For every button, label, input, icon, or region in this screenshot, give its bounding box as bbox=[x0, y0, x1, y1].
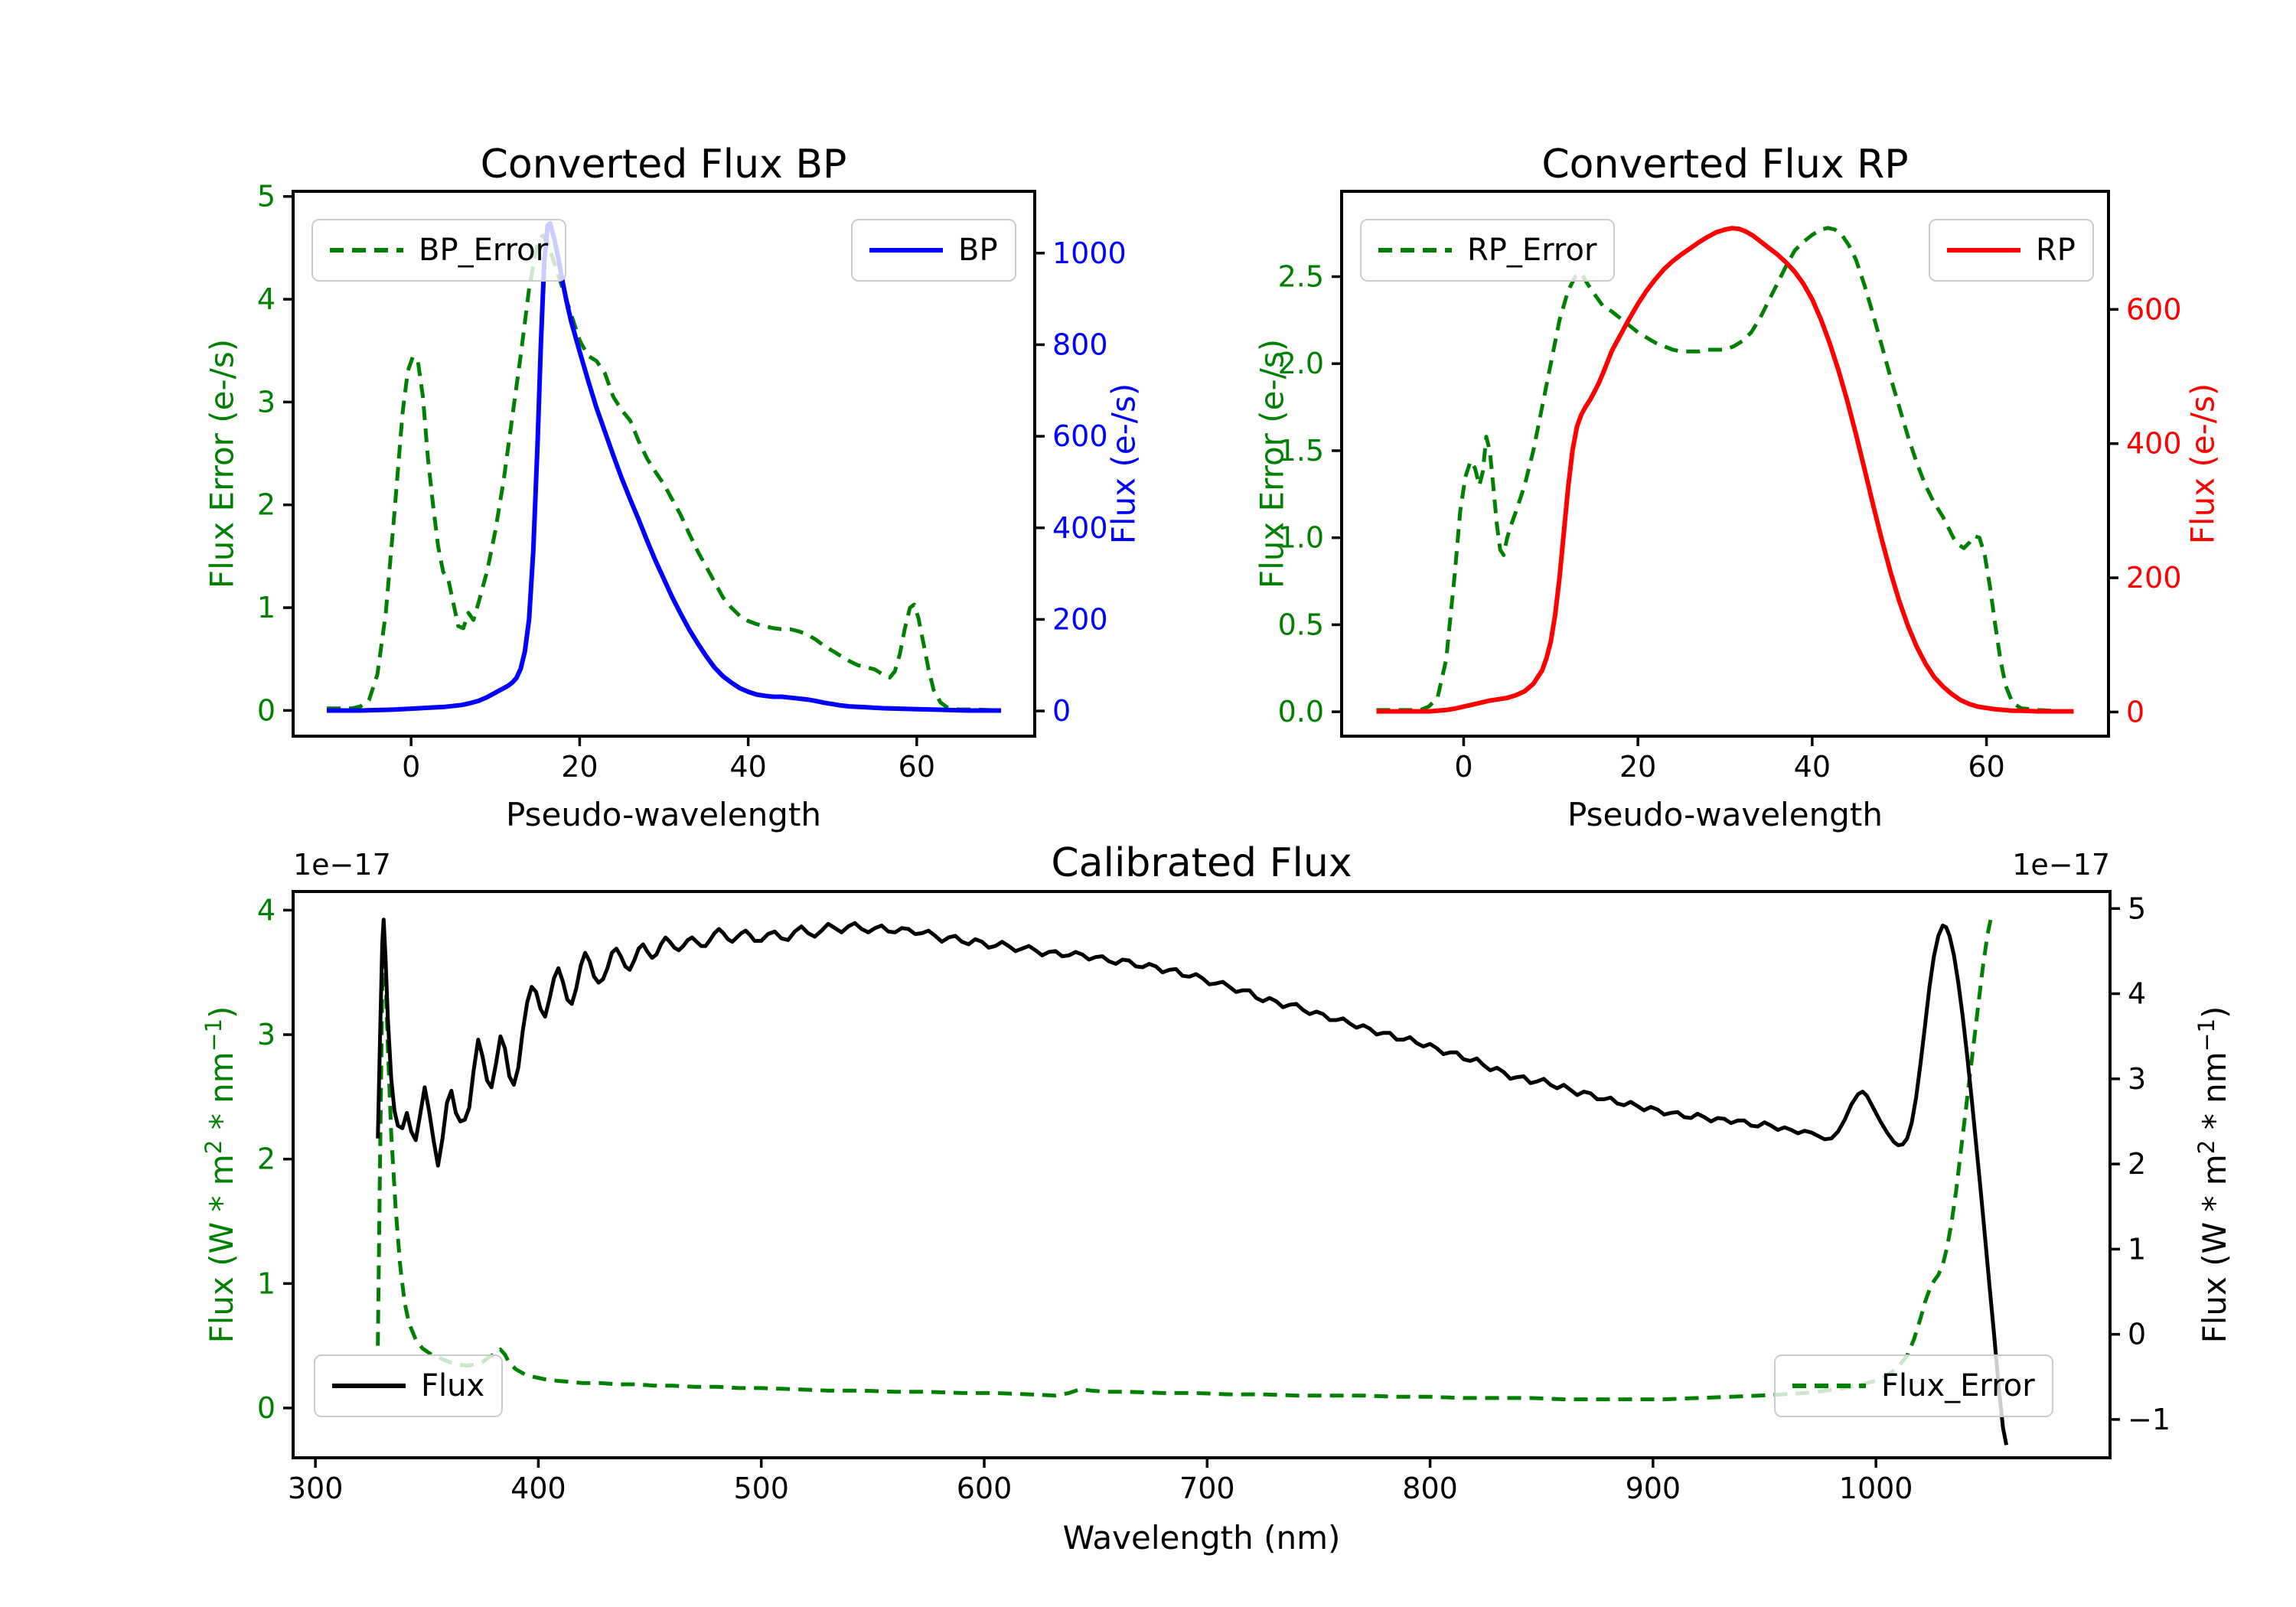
rp-ylabel-right: Flux (e-/s) bbox=[2183, 383, 2222, 545]
y-tick-label-left: 0 bbox=[257, 693, 276, 727]
y-tick-label-left: 2 bbox=[257, 1143, 276, 1176]
y-tick-label-left: 4 bbox=[257, 282, 276, 316]
y-tick-label-left: 5 bbox=[257, 180, 276, 214]
legend-label: BP bbox=[958, 233, 998, 268]
legend-label: Flux bbox=[421, 1368, 485, 1403]
y-tick-label-right: −1 bbox=[2128, 1403, 2170, 1436]
y-tick-label-right: 0 bbox=[1052, 694, 1071, 728]
bp-legend[interactable]: BP bbox=[851, 219, 1016, 282]
legend-label: RP bbox=[2036, 233, 2076, 268]
series-rp bbox=[1376, 226, 2074, 714]
legend-label: Flux_Error bbox=[1881, 1368, 2035, 1403]
y-tick-label-left: 3 bbox=[257, 1018, 276, 1051]
x-tick-label: 0 bbox=[402, 750, 420, 784]
x-tick-label: 20 bbox=[561, 750, 598, 784]
x-tick-label: 500 bbox=[733, 1472, 789, 1505]
series-rp_error bbox=[1376, 226, 2074, 714]
dashed-line-sample-icon bbox=[330, 248, 403, 253]
y-tick-label-right: 2 bbox=[2128, 1147, 2146, 1181]
axes-frame bbox=[1340, 190, 2110, 738]
bp-ylabel-right: Flux (e-/s) bbox=[1104, 383, 1143, 545]
x-tick-label: 600 bbox=[957, 1472, 1013, 1505]
legend-label: RP_Error bbox=[1467, 233, 1597, 268]
series-bp bbox=[327, 220, 1001, 713]
x-tick-label: 700 bbox=[1179, 1472, 1235, 1505]
y-tick-label-right: 0 bbox=[2126, 695, 2144, 729]
x-tick-label: 400 bbox=[510, 1472, 566, 1505]
calibrated-ylabel-left: Flux (W * m2 * nm−1) bbox=[201, 1006, 240, 1344]
bp-title: Converted Flux BP bbox=[480, 142, 847, 187]
y-tick-label-right: 600 bbox=[1052, 419, 1108, 453]
y-tick-label-left: 2 bbox=[257, 488, 276, 522]
rp-error-legend[interactable]: RP_Error bbox=[1360, 219, 1616, 282]
legend-label: BP_Error bbox=[419, 233, 549, 268]
x-tick-label: 1000 bbox=[1839, 1472, 1913, 1505]
rp-ylabel-left: Flux Error (e-/s) bbox=[1253, 338, 1291, 589]
x-tick-label: 60 bbox=[899, 750, 935, 784]
y-tick-label-right: 5 bbox=[2128, 892, 2146, 925]
solid-line-sample-icon bbox=[1947, 248, 2020, 253]
y-tick-label-left: 2.0 bbox=[1278, 347, 1324, 380]
flux-error-legend[interactable]: Flux_Error bbox=[1774, 1354, 2053, 1417]
series-bp_error bbox=[327, 233, 1002, 712]
calibrated-ylabel-right: Flux (W * m2 * nm−1) bbox=[2193, 1006, 2233, 1344]
y-tick-label-right: 400 bbox=[1052, 511, 1108, 545]
axes-frame bbox=[292, 190, 1036, 738]
y-tick-label-right: 800 bbox=[1052, 328, 1108, 361]
y-tick-label-left: 0.0 bbox=[1278, 695, 1324, 729]
y-tick-label-right: 1000 bbox=[1052, 236, 1127, 270]
x-tick-label: 40 bbox=[729, 750, 766, 784]
y-tick-label-right: 400 bbox=[2126, 427, 2182, 461]
rp-title: Converted Flux RP bbox=[1541, 142, 1909, 187]
solid-line-sample-icon bbox=[332, 1384, 406, 1388]
bp-ylabel-left: Flux Error (e-/s) bbox=[203, 338, 241, 589]
y-tick-label-left: 1.5 bbox=[1278, 434, 1324, 468]
calibrated-title: Calibrated Flux bbox=[1051, 840, 1352, 886]
calibrated-offset-right: 1e−17 bbox=[2012, 848, 2110, 882]
bp-xlabel: Pseudo-wavelength bbox=[506, 796, 821, 833]
solid-line-sample-icon bbox=[869, 248, 943, 253]
y-tick-label-left: 1.0 bbox=[1278, 521, 1324, 555]
y-tick-label-right: 4 bbox=[2128, 977, 2146, 1011]
dashed-line-sample-icon bbox=[1792, 1384, 1866, 1388]
y-tick-label-left: 3 bbox=[257, 385, 276, 419]
y-tick-label-right: 1 bbox=[2128, 1232, 2146, 1266]
y-tick-label-left: 4 bbox=[257, 893, 276, 927]
y-tick-label-left: 1 bbox=[257, 591, 276, 624]
series-flux bbox=[376, 918, 2009, 1446]
y-tick-label-right: 0 bbox=[2128, 1318, 2146, 1351]
x-tick-label: 300 bbox=[288, 1472, 344, 1505]
x-tick-label: 20 bbox=[1619, 750, 1656, 784]
y-tick-label-right: 3 bbox=[2128, 1062, 2146, 1096]
y-tick-label-right: 200 bbox=[2126, 561, 2182, 595]
y-tick-label-left: 0.5 bbox=[1278, 608, 1324, 641]
x-tick-label: 0 bbox=[1454, 750, 1473, 784]
y-tick-label-right: 200 bbox=[1052, 602, 1108, 636]
calibrated-xlabel: Wavelength (nm) bbox=[1062, 1519, 1341, 1556]
y-tick-label-left: 0 bbox=[257, 1391, 276, 1425]
axes-frame bbox=[292, 890, 2112, 1459]
y-tick-label-left: 2.5 bbox=[1278, 259, 1324, 293]
flux-legend[interactable]: Flux bbox=[314, 1354, 504, 1417]
x-tick-label: 40 bbox=[1794, 750, 1831, 784]
bp-error-legend[interactable]: BP_Error bbox=[311, 219, 567, 282]
rp-legend[interactable]: RP bbox=[1929, 219, 2094, 282]
x-tick-label: 900 bbox=[1626, 1472, 1681, 1505]
x-tick-label: 800 bbox=[1402, 1472, 1458, 1505]
y-tick-label-right: 600 bbox=[2126, 292, 2182, 326]
dashed-line-sample-icon bbox=[1378, 248, 1452, 253]
series-flux_error bbox=[376, 911, 1995, 1402]
calibrated-offset-left: 1e−17 bbox=[293, 848, 391, 882]
x-tick-label: 60 bbox=[1968, 750, 2004, 784]
y-tick-label-left: 1 bbox=[257, 1266, 276, 1300]
rp-xlabel: Pseudo-wavelength bbox=[1567, 796, 1883, 833]
